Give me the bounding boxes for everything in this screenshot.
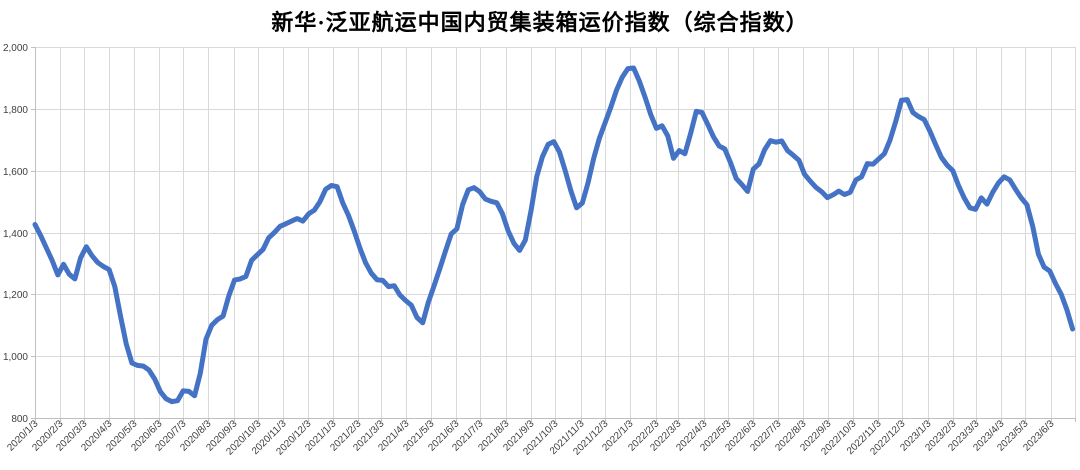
- y-axis-label: 1,600: [3, 167, 28, 178]
- y-axis-label: 1,400: [3, 229, 28, 240]
- y-axis-label: 1,200: [3, 290, 28, 301]
- y-axis-label: 800: [11, 414, 28, 425]
- y-axis-label: 2,000: [3, 43, 28, 54]
- chart-title: 新华·泛亚航运中国内贸集装箱运价指数（综合指数）: [271, 10, 809, 35]
- y-axis-label: 1,000: [3, 352, 28, 363]
- freight-index-series: [32, 65, 1076, 405]
- y-axis-label: 1,800: [3, 105, 28, 116]
